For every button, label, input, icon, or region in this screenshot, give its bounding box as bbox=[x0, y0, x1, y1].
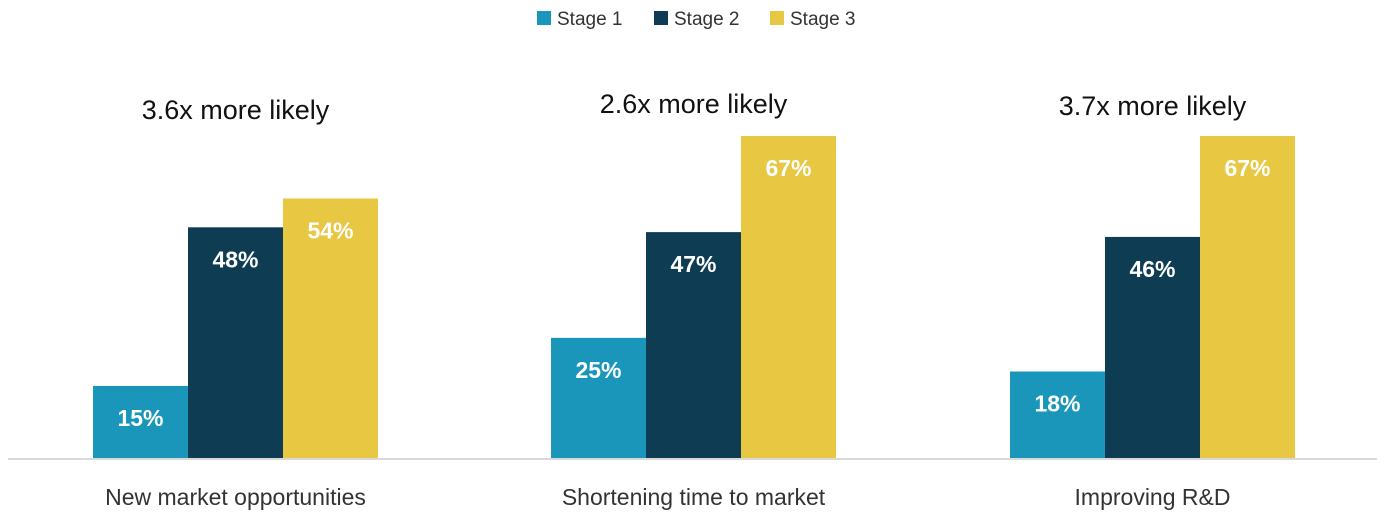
category-label-shortening-time-to-market: Shortening time to market bbox=[562, 484, 826, 510]
data-label-stage-1-new-market-opportunities: 15% bbox=[117, 405, 163, 431]
bar-stage-2-new-market-opportunities bbox=[188, 227, 283, 458]
bar-stage-2-shortening-time-to-market bbox=[646, 232, 741, 458]
legend-label-stage-3: Stage 3 bbox=[790, 9, 856, 30]
bar-stage-1-improving-r-d bbox=[1010, 371, 1105, 458]
bar-stage-3-shortening-time-to-market bbox=[741, 136, 836, 458]
legend-swatch-stage-2 bbox=[654, 11, 668, 25]
legend: Stage 1 Stage 2 Stage 3 bbox=[537, 9, 856, 30]
bar-stage-3-new-market-opportunities bbox=[283, 198, 378, 459]
bar-stage-1-new-market-opportunities bbox=[93, 385, 188, 458]
bars-group: 15% 48% 54% 25% 47% 67% 18% 46% 67% bbox=[93, 136, 1295, 459]
legend-label-stage-1: Stage 1 bbox=[557, 9, 623, 30]
legend-swatch-stage-3 bbox=[770, 11, 784, 25]
legend-swatch-stage-1 bbox=[537, 11, 551, 25]
data-label-stage-1-improving-r-d: 18% bbox=[1034, 390, 1080, 416]
category-label-new-market-opportunities: New market opportunities bbox=[105, 484, 366, 510]
annotation-improving-r-d: 3.7x more likely bbox=[1059, 91, 1247, 121]
data-label-stage-2-new-market-opportunities: 48% bbox=[212, 246, 258, 272]
data-label-stage-3-new-market-opportunities: 54% bbox=[307, 217, 353, 243]
category-label-improving-r-d: Improving R&D bbox=[1075, 484, 1231, 510]
annotation-shortening-time-to-market: 2.6x more likely bbox=[600, 89, 788, 119]
data-label-stage-3-improving-r-d: 67% bbox=[1224, 155, 1270, 181]
annotation-new-market-opportunities: 3.6x more likely bbox=[142, 95, 330, 125]
data-label-stage-2-shortening-time-to-market: 47% bbox=[670, 251, 716, 277]
annotations: 3.6x more likely 2.6x more likely 3.7x mor… bbox=[142, 89, 1247, 125]
bar-stage-2-improving-r-d bbox=[1105, 236, 1200, 458]
category-labels: New market opportunities Shortening time … bbox=[105, 484, 1230, 510]
data-label-stage-3-shortening-time-to-market: 67% bbox=[765, 155, 811, 181]
bar-stage-1-shortening-time-to-market bbox=[551, 337, 646, 458]
bar-stage-3-improving-r-d bbox=[1200, 136, 1295, 458]
data-label-stage-1-shortening-time-to-market: 25% bbox=[575, 357, 621, 383]
data-label-stage-2-improving-r-d: 46% bbox=[1129, 256, 1175, 282]
legend-label-stage-2: Stage 2 bbox=[674, 9, 740, 30]
